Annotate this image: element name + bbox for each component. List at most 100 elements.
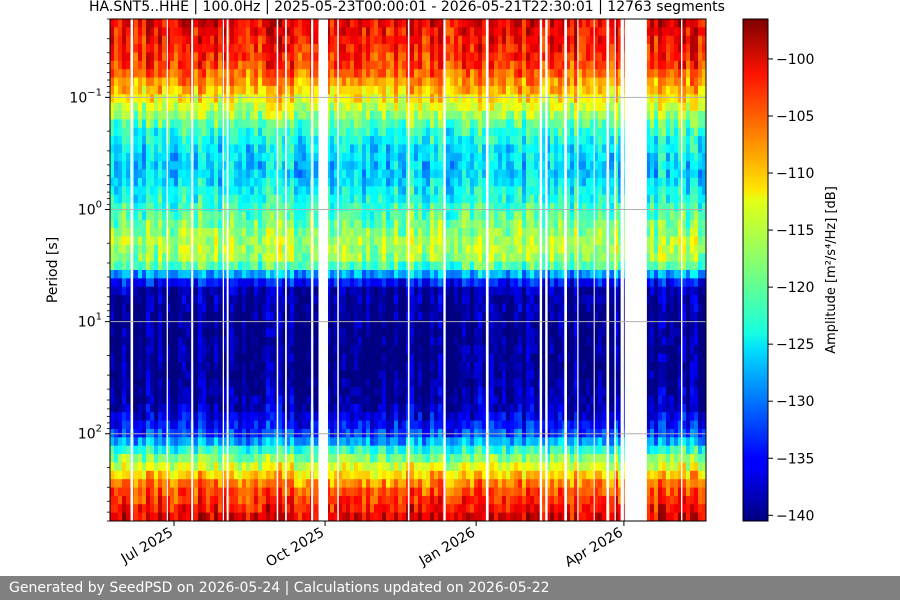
heatmap-cell xyxy=(158,144,163,154)
heatmap-cell xyxy=(314,85,319,95)
heatmap-cell xyxy=(302,454,307,463)
heatmap-cell xyxy=(262,378,267,388)
heatmap-cell xyxy=(386,219,391,229)
heatmap-cell xyxy=(390,504,395,514)
heatmap-cell xyxy=(178,403,183,413)
heatmap-cell xyxy=(334,278,339,288)
heatmap-cell xyxy=(294,395,299,405)
heatmap-cell xyxy=(114,378,119,388)
heatmap-cell xyxy=(222,244,227,254)
heatmap-cell xyxy=(238,253,243,263)
heatmap-cell xyxy=(398,136,403,145)
heatmap-cell xyxy=(346,253,351,263)
heatmap-cell xyxy=(330,261,335,271)
heatmap-cell xyxy=(118,186,123,196)
heatmap-cell xyxy=(434,102,439,112)
heatmap-cell xyxy=(282,119,287,129)
heatmap-cell xyxy=(330,504,335,514)
heatmap-cell xyxy=(210,454,215,463)
heatmap-cell xyxy=(294,44,299,53)
heatmap-cell xyxy=(290,177,295,187)
heatmap-cell xyxy=(414,395,419,405)
heatmap-cell xyxy=(134,35,139,45)
heatmap-cell xyxy=(298,345,303,355)
heatmap-cell xyxy=(114,328,119,338)
heatmap-cell xyxy=(146,244,151,254)
heatmap-cell xyxy=(234,278,239,288)
heatmap-cell xyxy=(338,27,343,37)
heatmap-cell xyxy=(370,378,375,388)
heatmap-cell xyxy=(274,203,279,212)
heatmap-cell xyxy=(246,161,251,170)
heatmap-cell xyxy=(374,161,379,170)
heatmap-cell xyxy=(138,85,143,95)
heatmap-cell xyxy=(338,311,343,321)
heatmap-cell xyxy=(430,403,435,413)
heatmap-cell xyxy=(174,111,179,120)
heatmap-cell xyxy=(158,395,163,405)
heatmap-cell xyxy=(346,504,351,514)
heatmap-cell xyxy=(202,362,207,371)
heatmap-cell xyxy=(222,370,227,380)
heatmap-cell xyxy=(418,211,423,221)
heatmap-cell xyxy=(334,219,339,229)
heatmap-cell xyxy=(138,353,143,363)
heatmap-cell xyxy=(194,278,199,288)
heatmap-cell xyxy=(386,387,391,396)
heatmap-cell xyxy=(294,495,299,505)
heatmap-cell xyxy=(162,94,167,104)
heatmap-cell xyxy=(402,437,407,447)
heatmap-cell xyxy=(390,395,395,405)
heatmap-cell xyxy=(186,412,191,421)
heatmap-cell xyxy=(366,495,371,505)
heatmap-cell xyxy=(426,362,431,371)
heatmap-cell xyxy=(354,60,359,70)
heatmap-cell xyxy=(350,85,355,95)
heatmap-cell xyxy=(434,437,439,447)
heatmap-cell xyxy=(174,362,179,371)
heatmap-cell xyxy=(386,19,391,28)
heatmap-cell xyxy=(122,102,127,112)
heatmap-cell xyxy=(194,345,199,355)
heatmap-cell xyxy=(194,320,199,329)
heatmap-cell xyxy=(126,378,131,388)
heatmap-cell xyxy=(242,194,247,204)
heatmap-cell xyxy=(378,412,383,421)
heatmap-cell xyxy=(110,52,115,62)
heatmap-cell xyxy=(302,77,307,87)
heatmap-cell xyxy=(286,69,291,78)
heatmap-cell xyxy=(402,94,407,104)
heatmap-cell xyxy=(158,336,163,346)
heatmap-cell xyxy=(178,228,183,237)
heatmap-cell xyxy=(182,462,187,472)
heatmap-cell xyxy=(362,412,367,421)
heatmap-cell xyxy=(110,462,115,472)
heatmap-cell xyxy=(286,44,291,53)
heatmap-cell xyxy=(122,504,127,514)
heatmap-cell xyxy=(426,119,431,129)
heatmap-cell xyxy=(410,462,415,472)
heatmap-cell xyxy=(206,19,211,28)
heatmap-cell xyxy=(390,303,395,313)
heatmap-cell xyxy=(370,219,375,229)
heatmap-cell xyxy=(134,412,139,421)
heatmap-cell xyxy=(254,177,259,187)
heatmap-cell xyxy=(238,119,243,129)
heatmap-cell xyxy=(370,194,375,204)
heatmap-cell xyxy=(206,69,211,78)
heatmap-cell xyxy=(390,462,395,472)
heatmap-cell xyxy=(434,479,439,488)
heatmap-cell xyxy=(238,186,243,196)
heatmap-cell xyxy=(246,186,251,196)
heatmap-cell xyxy=(206,52,211,62)
heatmap-cell xyxy=(298,504,303,514)
heatmap-cell xyxy=(262,127,267,137)
heatmap-cell xyxy=(146,370,151,380)
heatmap-cell xyxy=(306,362,311,371)
heatmap-cell xyxy=(302,378,307,388)
heatmap-cell xyxy=(242,311,247,321)
heatmap-cell xyxy=(354,378,359,388)
heatmap-cell xyxy=(414,253,419,263)
heatmap-cell xyxy=(298,177,303,187)
heatmap-cell xyxy=(162,69,167,78)
